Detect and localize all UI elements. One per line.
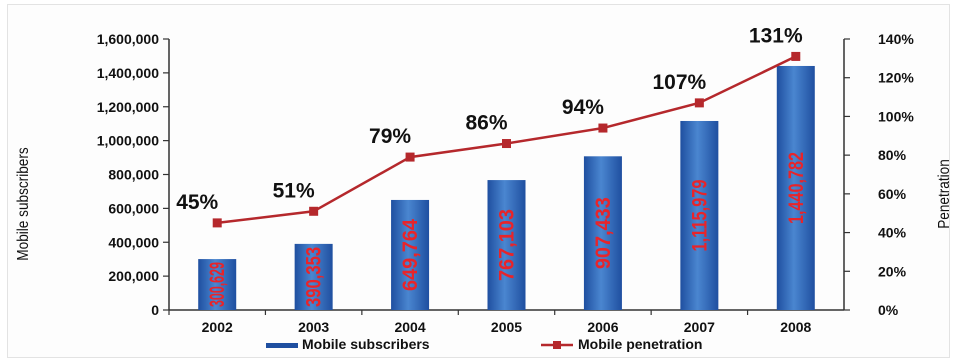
bar [583, 156, 622, 310]
penetration-data-label: 51% [273, 179, 315, 202]
legend-swatch-marker [553, 341, 561, 349]
x-tick-label: 2005 [491, 319, 522, 335]
y-tick-label-left: 1,600,000 [97, 31, 159, 47]
y-tick-label-right: 100% [878, 108, 914, 124]
bar [294, 243, 333, 310]
y-tick-label-left: 1,200,000 [97, 99, 159, 115]
bar [198, 259, 237, 310]
penetration-data-label: 107% [652, 71, 706, 94]
bar-value-label: 907,433 [592, 197, 615, 269]
bar [487, 180, 526, 310]
y-axis-title-right: Penetration [936, 159, 953, 229]
y-tick-label-left: 1,400,000 [97, 65, 159, 81]
y-tick-label-right: 0% [878, 302, 899, 318]
y-tick-label-right: 20% [878, 263, 907, 279]
penetration-marker [309, 206, 319, 216]
penetration-data-label: 45% [176, 191, 218, 214]
penetration-marker [212, 218, 222, 228]
chart-frame: 0 200,000 400,000 600,000 800,000 1,000,000 1,… [7, 4, 950, 358]
x-tick-label: 2002 [202, 319, 233, 335]
legend-swatch-bar [266, 343, 298, 348]
y-tick-label-right: 40% [878, 225, 907, 241]
y-tick-label-left: 200,000 [108, 268, 159, 284]
penetration-data-label: 79% [369, 125, 411, 148]
y-tick-label-right: 80% [878, 147, 907, 163]
penetration-marker [598, 123, 608, 133]
bar [776, 65, 815, 310]
y-tick-label-left: 400,000 [108, 234, 159, 250]
penetration-marker [502, 139, 511, 149]
bar-value-label: 767,103 [496, 209, 519, 281]
penetration-marker [694, 98, 704, 108]
y-tick-label-right: 120% [878, 70, 914, 86]
bar-value-label: 649,764 [399, 219, 422, 291]
bar-value-label: 300,629 [206, 262, 229, 307]
chart-svg: 0 200,000 400,000 600,000 800,000 1,000,000 1,… [97, 24, 915, 352]
x-tick-label: 2006 [587, 319, 618, 335]
penetration-data-label: 131% [749, 24, 803, 47]
penetration-data-label: 94% [562, 96, 604, 119]
bar-value-label: 390,353 [303, 247, 326, 307]
bar-value-label: 1,115,979 [688, 179, 711, 251]
x-tick-label: 2003 [298, 319, 329, 335]
penetration-marker [405, 152, 415, 162]
y-tick-label-left: 600,000 [108, 200, 159, 216]
y-axis-title-left: Mobile subscribers [15, 147, 32, 261]
bar-value-label: 1,440,782 [785, 152, 808, 224]
penetration-marker [791, 51, 801, 61]
bar [391, 199, 430, 310]
y-tick-label-left: 1,000,000 [97, 133, 159, 149]
bar [680, 120, 719, 311]
y-tick-label-right: 60% [878, 186, 907, 202]
y-tick-label-right: 140% [878, 31, 914, 47]
penetration-data-label: 86% [465, 112, 507, 135]
y-tick-label-left: 800,000 [108, 167, 159, 183]
y-tick-label-left: 0 [151, 302, 159, 318]
x-tick-label: 2008 [780, 319, 811, 335]
legend-label-line: Mobile penetration [578, 336, 702, 352]
x-tick-label: 2007 [684, 319, 715, 335]
legend-label-bar: Mobile subscribers [302, 336, 430, 352]
x-tick-label: 2004 [394, 319, 425, 335]
